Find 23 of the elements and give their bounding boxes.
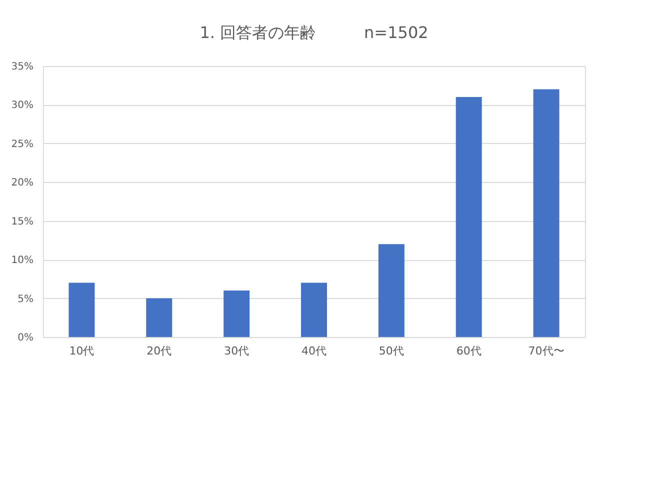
bar bbox=[68, 282, 95, 337]
y-tick-label: 10% bbox=[11, 255, 34, 266]
x-tick-label: 70代〜 bbox=[528, 344, 564, 358]
x-tick-label: 40代 bbox=[302, 344, 326, 358]
y-tick-label: 15% bbox=[11, 216, 34, 228]
bar bbox=[378, 244, 404, 337]
bar bbox=[456, 96, 482, 337]
x-tick-label: 60代 bbox=[456, 344, 482, 358]
bar bbox=[533, 89, 560, 337]
y-tick-label: 35% bbox=[11, 62, 34, 72]
bar bbox=[224, 290, 250, 337]
x-tick-label: 20代 bbox=[146, 344, 172, 358]
y-tick-label: 5% bbox=[18, 294, 34, 305]
bar bbox=[146, 298, 172, 337]
x-tick-label: 30代 bbox=[224, 344, 250, 358]
bar bbox=[301, 282, 327, 337]
y-tick-label: 20% bbox=[11, 178, 34, 189]
y-tick-label: 0% bbox=[18, 332, 34, 344]
y-tick-label: 25% bbox=[11, 138, 34, 150]
x-tick-label: 10代 bbox=[69, 344, 94, 358]
x-tick-label: 50代 bbox=[378, 344, 404, 358]
y-tick-label: 30% bbox=[11, 100, 34, 112]
chart-title: 1. 回答者の年齢 n=1502 bbox=[200, 23, 428, 42]
